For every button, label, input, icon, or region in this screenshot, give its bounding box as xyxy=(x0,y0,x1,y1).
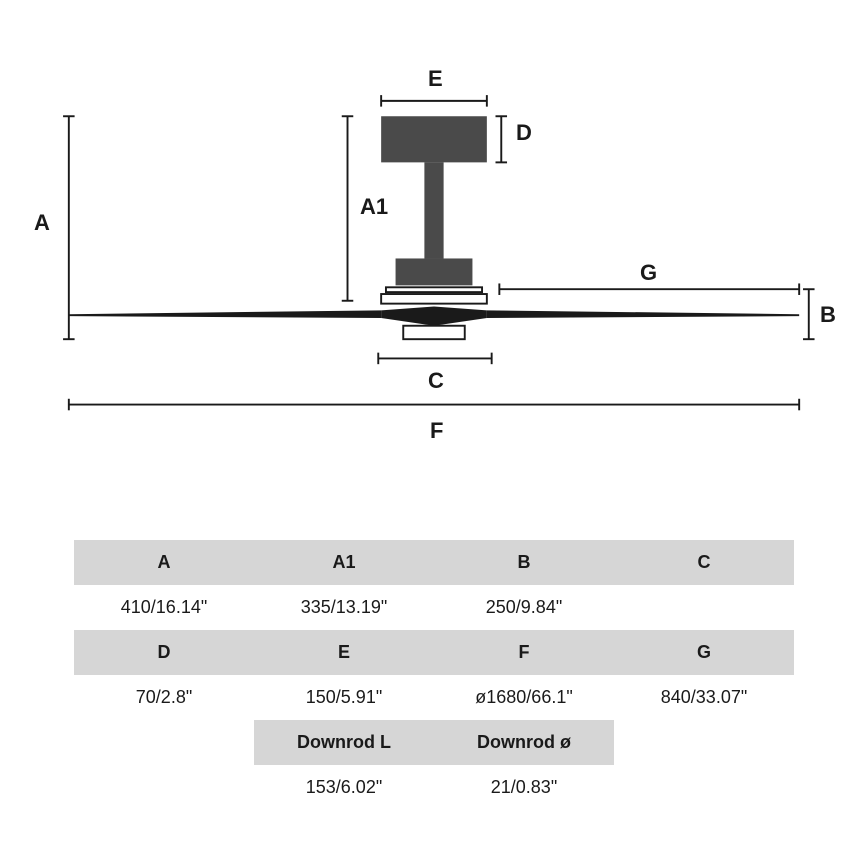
table-cell: 840/33.07" xyxy=(614,675,794,720)
label-a1: A1 xyxy=(360,194,388,220)
table-header: B xyxy=(434,540,614,585)
table-cell: 250/9.84" xyxy=(434,585,614,630)
table-header: D xyxy=(74,630,254,675)
table-cell: 70/2.8" xyxy=(74,675,254,720)
table-header: Downrod L xyxy=(254,720,434,765)
label-f: F xyxy=(430,418,443,444)
table-cell: 410/16.14" xyxy=(74,585,254,630)
fan-svg xyxy=(40,80,828,460)
table-cell: 335/13.19" xyxy=(254,585,434,630)
table-cell: 21/0.83" xyxy=(434,765,614,810)
label-c: C xyxy=(428,368,444,394)
table-header: Downrod ø xyxy=(434,720,614,765)
label-g: G xyxy=(640,260,657,286)
label-b: B xyxy=(820,302,836,328)
table-row: 153/6.02" 21/0.83" xyxy=(70,765,798,810)
table-cell: 150/5.91" xyxy=(254,675,434,720)
table-row: 70/2.8" 150/5.91" ø1680/66.1" 840/33.07" xyxy=(70,675,798,720)
table-header: C xyxy=(614,540,794,585)
table-header: E xyxy=(254,630,434,675)
table-header: G xyxy=(614,630,794,675)
label-a: A xyxy=(34,210,50,236)
label-d: D xyxy=(516,120,532,146)
table-row: A A1 B C xyxy=(70,540,798,585)
dimension-table: A A1 B C 410/16.14" 335/13.19" 250/9.84"… xyxy=(70,540,798,810)
table-row: D E F G xyxy=(70,630,798,675)
table-cell: ø1680/66.1" xyxy=(434,675,614,720)
table-cell xyxy=(614,585,794,630)
table-row: 410/16.14" 335/13.19" 250/9.84" xyxy=(70,585,798,630)
table-header: A xyxy=(74,540,254,585)
dimension-diagram: A A1 B C D E F G xyxy=(40,80,828,460)
label-e: E xyxy=(428,66,443,92)
table-header: F xyxy=(434,630,614,675)
table-cell: 153/6.02" xyxy=(254,765,434,810)
table-row: Downrod L Downrod ø xyxy=(70,720,798,765)
table-header: A1 xyxy=(254,540,434,585)
